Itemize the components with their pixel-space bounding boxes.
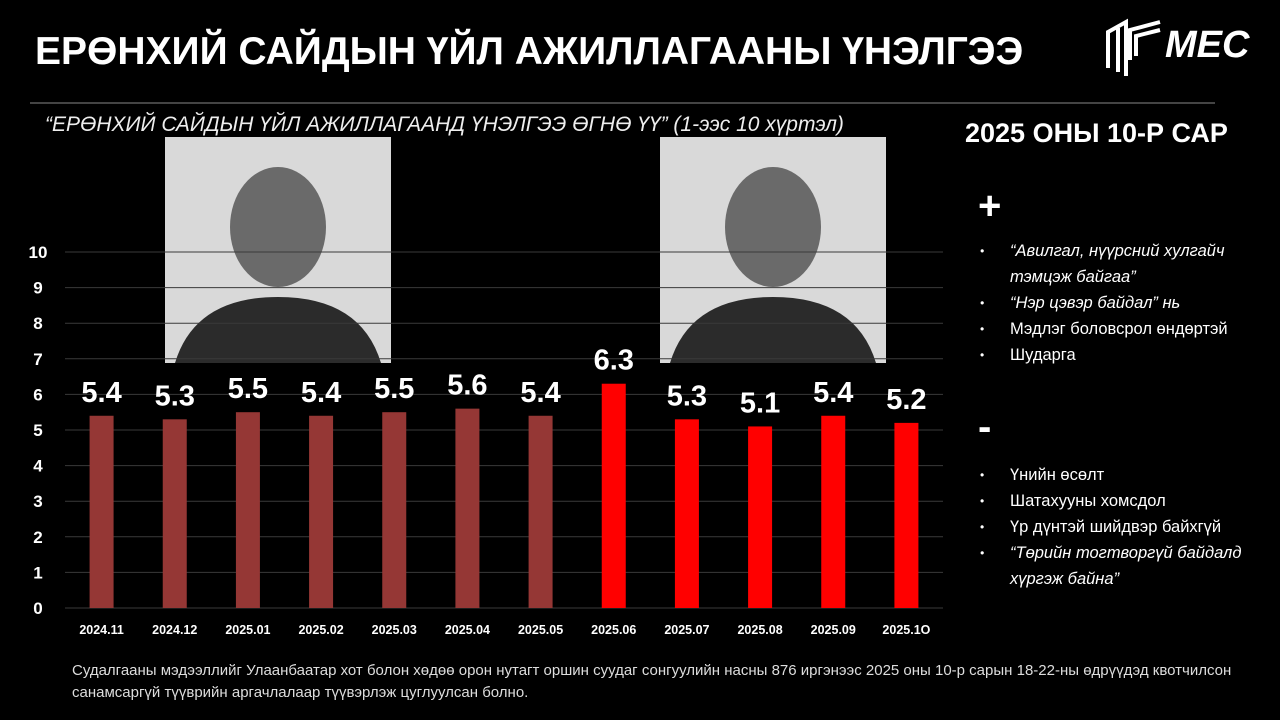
y-tick-label: 0: [33, 599, 42, 618]
chart-subtitle: “ЕРӨНХИЙ САЙДЫН ҮЙЛ АЖИЛЛАГААНД ҮНЭЛГЭЭ …: [45, 113, 844, 136]
value-label: 5.3: [667, 380, 707, 412]
value-label: 5.5: [374, 373, 414, 405]
logo-text: MEC: [1165, 24, 1250, 66]
y-tick-label: 6: [33, 385, 42, 404]
x-tick-label: 2024.11: [79, 623, 124, 637]
value-label: 5.2: [886, 384, 926, 416]
y-tick-label: 7: [33, 350, 42, 369]
x-tick-label: 2025.07: [664, 623, 709, 637]
y-tick-label: 10: [29, 243, 48, 262]
x-tick-label: 2025.09: [811, 623, 856, 637]
bar: [821, 415, 846, 608]
bar: [235, 412, 260, 608]
con-item: Үнийн өсөлт: [980, 462, 1250, 488]
y-tick-label: 2: [33, 528, 42, 547]
y-tick-label: 1: [33, 563, 42, 582]
x-tick-label: 2025.02: [298, 623, 343, 637]
value-label: 5.4: [301, 377, 341, 409]
period: 2025 ОНЫ 10-Р САР: [965, 118, 1228, 148]
page-title: ЕРӨНХИЙ САЙДЫН ҮЙЛ АЖИЛЛАГААНЫ ҮНЭЛГЭЭ: [35, 30, 1024, 73]
value-label: 5.5: [228, 373, 268, 405]
bar: [601, 383, 626, 608]
pro-item: “Нэр цэвэр байдал” нь: [980, 290, 1250, 316]
x-tick-label: 2025.04: [445, 623, 490, 637]
photo-body: [670, 297, 876, 363]
bar: [528, 415, 553, 608]
bar: [309, 415, 334, 608]
value-label: 6.3: [594, 345, 634, 377]
pro-item: Мэдлэг боловсрол өндөртэй: [980, 316, 1250, 342]
value-label: 5.4: [813, 377, 853, 409]
x-tick-label: 2025.03: [372, 623, 417, 637]
logo-icon: [1106, 18, 1161, 76]
x-tick-label: 2025.1O: [882, 623, 930, 637]
value-label: 5.1: [740, 387, 780, 419]
con-item: “Төрийн тогтворгүй байдалд хүргэж байна”: [980, 540, 1250, 592]
cons-heading: -: [978, 405, 992, 449]
pro-item: “Авилгал, нүүрсний хулгайч тэмцэж байгаа…: [980, 238, 1250, 290]
bar: [894, 422, 919, 608]
value-label: 5.4: [520, 377, 560, 409]
bar: [382, 412, 407, 608]
y-tick-label: 8: [33, 314, 42, 333]
x-tick-label: 2025.08: [737, 623, 782, 637]
photo-head: [725, 167, 821, 287]
bar: [89, 415, 114, 608]
bar: [455, 408, 480, 608]
x-tick-label: 2025.01: [225, 623, 270, 637]
x-tick-label: 2024.12: [152, 623, 197, 637]
cons-list: Үнийн өсөлт Шатахууны хомсдол Үр дүнтэй …: [980, 462, 1250, 592]
value-label: 5.6: [447, 370, 487, 402]
photos: [165, 137, 886, 363]
photo-head: [230, 167, 326, 287]
x-tick-label: 2025.06: [591, 623, 636, 637]
y-tick-label: 5: [33, 421, 42, 440]
y-tick-label: 4: [33, 457, 43, 476]
bar: [162, 419, 187, 608]
pros-list: “Авилгал, нүүрсний хулгайч тэмцэж байгаа…: [980, 238, 1250, 368]
bar: [674, 419, 699, 608]
value-label: 5.3: [155, 380, 195, 412]
con-item: Үр дүнтэй шийдвэр байхгүй: [980, 514, 1250, 540]
x-tick-label: 2025.05: [518, 623, 563, 637]
y-tick-label: 3: [33, 492, 42, 511]
y-tick-label: 9: [33, 279, 42, 298]
bar: [748, 426, 773, 608]
pros-heading: +: [978, 184, 1002, 228]
pro-item: Шударга: [980, 342, 1250, 368]
photo-body: [175, 297, 381, 363]
con-item: Шатахууны хомсдол: [980, 488, 1250, 514]
value-label: 5.4: [81, 377, 121, 409]
footer-note: Судалгааны мэдээллийг Улаанбаатар хот бо…: [72, 662, 1232, 701]
